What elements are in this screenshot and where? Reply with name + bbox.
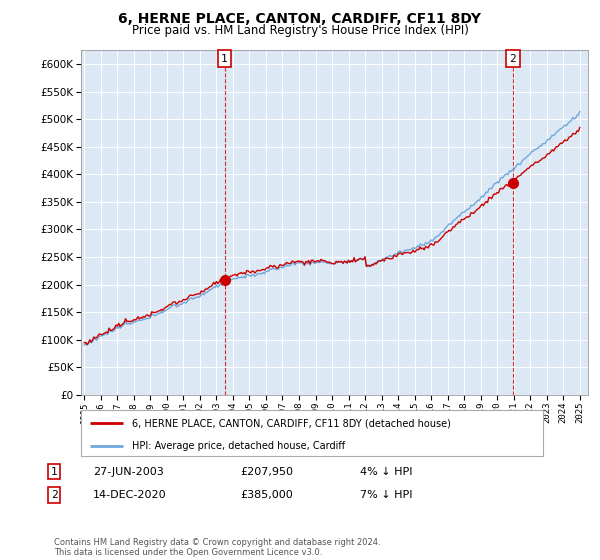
Text: 14-DEC-2020: 14-DEC-2020: [93, 490, 167, 500]
Text: HPI: Average price, detached house, Cardiff: HPI: Average price, detached house, Card…: [132, 441, 345, 451]
Text: 1: 1: [50, 466, 58, 477]
Text: £385,000: £385,000: [240, 490, 293, 500]
Text: £207,950: £207,950: [240, 466, 293, 477]
Text: 2: 2: [50, 490, 58, 500]
Text: 2: 2: [509, 54, 516, 64]
Text: 6, HERNE PLACE, CANTON, CARDIFF, CF11 8DY (detached house): 6, HERNE PLACE, CANTON, CARDIFF, CF11 8D…: [132, 418, 451, 428]
Text: 6, HERNE PLACE, CANTON, CARDIFF, CF11 8DY: 6, HERNE PLACE, CANTON, CARDIFF, CF11 8D…: [119, 12, 482, 26]
Text: 1: 1: [221, 54, 228, 64]
Text: 7% ↓ HPI: 7% ↓ HPI: [360, 490, 413, 500]
Text: 4% ↓ HPI: 4% ↓ HPI: [360, 466, 413, 477]
Text: Contains HM Land Registry data © Crown copyright and database right 2024.
This d: Contains HM Land Registry data © Crown c…: [54, 538, 380, 557]
Text: Price paid vs. HM Land Registry's House Price Index (HPI): Price paid vs. HM Land Registry's House …: [131, 24, 469, 36]
Text: 27-JUN-2003: 27-JUN-2003: [93, 466, 164, 477]
